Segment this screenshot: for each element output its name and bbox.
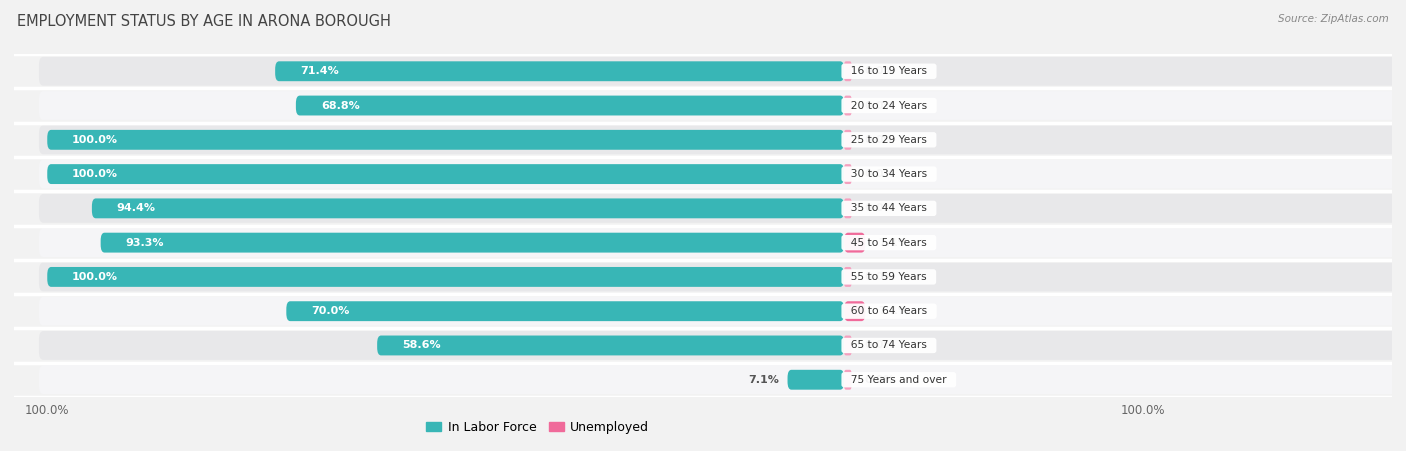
- FancyBboxPatch shape: [39, 194, 1400, 223]
- FancyBboxPatch shape: [276, 61, 844, 81]
- FancyBboxPatch shape: [844, 61, 852, 81]
- FancyBboxPatch shape: [48, 164, 844, 184]
- Text: 60 to 64 Years: 60 to 64 Years: [844, 306, 934, 316]
- Text: 7.1%: 7.1%: [879, 306, 910, 316]
- Text: 0.0%: 0.0%: [865, 272, 896, 282]
- Text: 7.1%: 7.1%: [748, 375, 779, 385]
- FancyBboxPatch shape: [39, 262, 1400, 291]
- Legend: In Labor Force, Unemployed: In Labor Force, Unemployed: [422, 416, 654, 439]
- FancyBboxPatch shape: [287, 301, 844, 321]
- Text: 35 to 44 Years: 35 to 44 Years: [844, 203, 934, 213]
- FancyBboxPatch shape: [39, 365, 1400, 394]
- Text: 7.1%: 7.1%: [879, 238, 910, 248]
- Text: 0.0%: 0.0%: [865, 66, 896, 76]
- FancyBboxPatch shape: [39, 57, 1400, 86]
- Text: 55 to 59 Years: 55 to 59 Years: [844, 272, 934, 282]
- Text: 94.4%: 94.4%: [117, 203, 156, 213]
- FancyBboxPatch shape: [844, 301, 865, 321]
- FancyBboxPatch shape: [844, 130, 852, 150]
- Text: 45 to 54 Years: 45 to 54 Years: [844, 238, 934, 248]
- FancyBboxPatch shape: [91, 198, 844, 218]
- FancyBboxPatch shape: [787, 370, 844, 390]
- FancyBboxPatch shape: [48, 130, 844, 150]
- FancyBboxPatch shape: [844, 96, 852, 115]
- Text: EMPLOYMENT STATUS BY AGE IN ARONA BOROUGH: EMPLOYMENT STATUS BY AGE IN ARONA BOROUG…: [17, 14, 391, 28]
- Text: Source: ZipAtlas.com: Source: ZipAtlas.com: [1278, 14, 1389, 23]
- FancyBboxPatch shape: [39, 91, 1400, 120]
- Text: 0.0%: 0.0%: [865, 375, 896, 385]
- Text: 30 to 34 Years: 30 to 34 Years: [844, 169, 934, 179]
- Text: 70.0%: 70.0%: [311, 306, 350, 316]
- Text: 0.0%: 0.0%: [865, 169, 896, 179]
- Text: 0.0%: 0.0%: [865, 203, 896, 213]
- Text: 65 to 74 Years: 65 to 74 Years: [844, 341, 934, 350]
- FancyBboxPatch shape: [377, 336, 844, 355]
- Text: 100.0%: 100.0%: [72, 135, 118, 145]
- FancyBboxPatch shape: [39, 297, 1400, 326]
- Text: 25 to 29 Years: 25 to 29 Years: [844, 135, 934, 145]
- Text: 75 Years and over: 75 Years and over: [844, 375, 953, 385]
- Text: 0.0%: 0.0%: [865, 101, 896, 110]
- Text: 71.4%: 71.4%: [299, 66, 339, 76]
- FancyBboxPatch shape: [844, 233, 865, 253]
- FancyBboxPatch shape: [48, 267, 844, 287]
- Text: 0.0%: 0.0%: [865, 341, 896, 350]
- Text: 20 to 24 Years: 20 to 24 Years: [844, 101, 934, 110]
- FancyBboxPatch shape: [844, 370, 852, 390]
- Text: 58.6%: 58.6%: [402, 341, 440, 350]
- FancyBboxPatch shape: [295, 96, 844, 115]
- FancyBboxPatch shape: [844, 198, 852, 218]
- FancyBboxPatch shape: [844, 164, 852, 184]
- FancyBboxPatch shape: [844, 336, 852, 355]
- FancyBboxPatch shape: [844, 267, 852, 287]
- Text: 16 to 19 Years: 16 to 19 Years: [844, 66, 934, 76]
- FancyBboxPatch shape: [39, 331, 1400, 360]
- Text: 100.0%: 100.0%: [72, 272, 118, 282]
- Text: 93.3%: 93.3%: [125, 238, 165, 248]
- FancyBboxPatch shape: [101, 233, 844, 253]
- FancyBboxPatch shape: [39, 125, 1400, 154]
- Text: 0.0%: 0.0%: [865, 135, 896, 145]
- Text: 68.8%: 68.8%: [321, 101, 360, 110]
- FancyBboxPatch shape: [39, 228, 1400, 257]
- FancyBboxPatch shape: [39, 160, 1400, 189]
- Text: 100.0%: 100.0%: [72, 169, 118, 179]
